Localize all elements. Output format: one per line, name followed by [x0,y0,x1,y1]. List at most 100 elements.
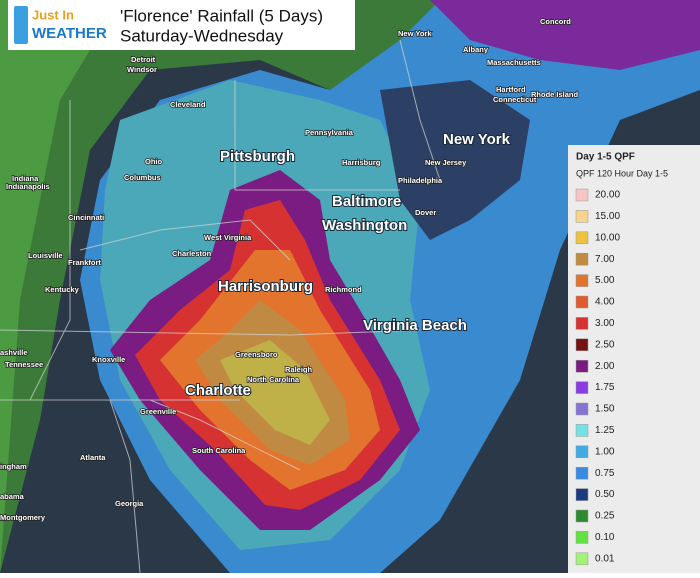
place-label: Connecticut [493,95,537,104]
legend-swatch [575,552,589,566]
place-label: Pennsylvania [305,128,354,137]
place-label: Windsor [127,65,157,74]
place-label: South Carolina [192,446,246,455]
border [0,329,421,336]
logo-icon [14,6,28,44]
place-label: Massachusetts [487,58,541,67]
city-label: New York [443,131,511,148]
legend-label: 1.00 [595,446,615,457]
place-label: Indianapolis [6,182,50,191]
legend-swatch [575,210,589,223]
city-label: Baltimore [332,193,401,210]
place-label: Louisville [28,251,63,260]
legend-swatch [575,445,589,459]
legend-swatch [575,317,589,330]
legend-swatch [575,488,589,501]
place-label: New Jersey [425,158,467,167]
legend-swatch [575,359,589,373]
place-label: West Virginia [204,233,252,242]
rain-band-light-green [0,0,120,573]
place-label: Rhode Island [531,90,579,99]
place-label: Montgomery [0,513,46,522]
legend-label: 0.50 [595,489,615,500]
legend-label: 1.25 [595,425,615,436]
legend-swatch [575,466,589,480]
state-borders [0,39,441,574]
place-label: ingham [0,462,27,471]
legend-label: 7.00 [595,254,615,265]
legend-swatch [575,188,589,202]
legend-swatch [575,252,589,266]
place-label: Detroit [131,55,156,64]
legend-label: 0.01 [595,553,615,564]
legend-swatch [575,424,589,437]
legend-entries: 20.00 15.00 10.00 7.00 5.00 4.00 3.00 2.50 2.00 1… [575,188,620,566]
place-label: Raleigh [285,365,313,374]
place-label: Hartford [496,85,526,94]
border [399,39,441,181]
legend-swatch [575,402,589,416]
place-label: Knoxville [92,355,125,364]
rain-band-purple [430,0,700,70]
rain-band-yellow [220,340,330,445]
place-label: Kentucky [45,285,80,294]
legend-swatch [575,509,589,523]
legend-label: 3.00 [595,318,615,329]
logo-top: Just In [32,7,74,22]
place-label: Albany [463,45,489,54]
city-label: Washington [322,217,407,234]
place-label: Richmond [325,285,362,294]
legend-swatch [575,338,589,352]
border [29,100,71,401]
place-label: Cleveland [170,100,206,109]
place-label: abama [0,492,25,501]
place-label: Philadelphia [398,176,443,185]
city-labels: Pittsburgh New York Baltimore Washington Har… [184,130,512,400]
legend-label: 2.00 [595,361,615,372]
place-label: Greenville [140,407,176,416]
legend-swatch [575,274,589,287]
legend-swatch [575,295,589,309]
title-box [8,0,355,50]
place-label: ashville [0,348,28,357]
place-label: North Carolina [247,375,300,384]
title: 'Florence' Rainfall (5 Days) [120,6,323,25]
legend-label: 5.00 [595,275,615,286]
legend-box [568,145,700,573]
city-label: Virginia Beach [363,317,467,334]
place-label: New York [398,29,432,38]
city-label: Pittsburgh [220,148,295,165]
border [149,399,301,471]
legend-label: 1.75 [595,382,615,393]
legend-label: 0.25 [595,511,615,522]
legend-label: 0.75 [595,468,615,479]
legend-label: 15.00 [595,211,620,222]
legend-label: 2.50 [595,339,615,350]
legend-label: 10.00 [595,232,620,243]
subtitle: Saturday-Wednesday [120,26,284,45]
place-label: Tennessee [5,360,43,369]
border [109,399,141,574]
border [234,80,400,191]
place-label: Frankfort [68,258,101,267]
legend-swatch [575,531,589,544]
border [79,219,291,261]
legend-label: 0.10 [595,532,615,543]
place-label: Ohio [145,157,162,166]
place-label: Cincinnati [68,213,104,222]
legend-label: 1.50 [595,404,615,415]
logo-bottom: WEATHER [32,25,107,42]
city-label: Harrisonburg [218,278,313,295]
place-label: Charleston [172,249,212,258]
legend-title: Day 1-5 QPF [576,152,635,163]
place-labels: Concord New York Albany Massachusetts Hartfo… [0,16,579,523]
place-label: Harrisburg [342,158,381,167]
place-label: Columbus [124,173,161,182]
place-label: Concord [540,17,571,26]
city-label: Charlotte [185,382,251,399]
legend-subtitle: QPF 120 Hour Day 1-5 [576,168,668,178]
legend-swatch [575,231,589,245]
place-label: Atlanta [80,453,106,462]
place-label: Georgia [115,499,144,508]
place-label: Indiana [12,174,39,183]
